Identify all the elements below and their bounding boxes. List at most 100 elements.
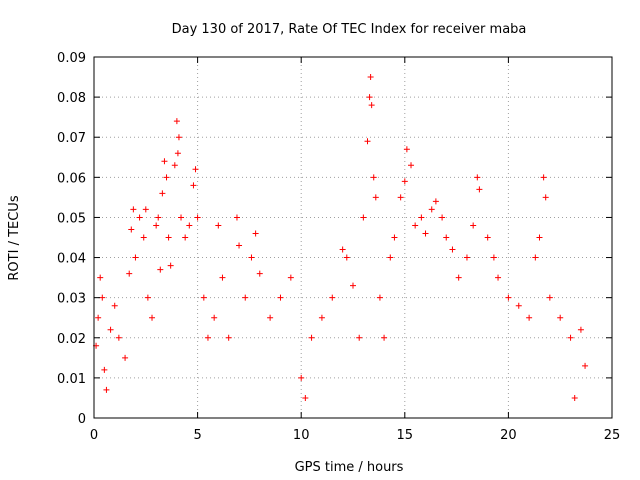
data-point (200, 294, 207, 301)
data-point (449, 246, 456, 253)
data-point (182, 234, 189, 241)
grid-layer (94, 57, 612, 418)
y-tick-label: 0.02 (57, 332, 86, 347)
data-point (215, 222, 222, 229)
data-point (490, 254, 497, 261)
x-tick-label: 20 (500, 428, 517, 443)
data-point (128, 226, 135, 233)
data-point (368, 102, 375, 109)
data-point (367, 74, 374, 81)
data-point (408, 162, 415, 169)
data-point (443, 234, 450, 241)
y-tick-label: 0.05 (57, 211, 86, 226)
data-point (194, 214, 201, 221)
data-point (192, 166, 199, 173)
data-point (515, 302, 522, 309)
data-point (163, 174, 170, 181)
plot-border (93, 56, 613, 419)
data-point (115, 334, 122, 341)
data-point (476, 186, 483, 193)
data-point (376, 294, 383, 301)
data-point (372, 194, 379, 201)
data-point (567, 334, 574, 341)
data-point (153, 222, 160, 229)
data-point (103, 386, 110, 393)
data-point (219, 274, 226, 281)
data-point (167, 262, 174, 269)
data-point (248, 254, 255, 261)
data-point (318, 314, 325, 321)
data-point (432, 198, 439, 205)
data-point (256, 270, 263, 277)
data-point (484, 234, 491, 241)
data-point (107, 326, 114, 333)
data-point (439, 214, 446, 221)
data-point (136, 214, 143, 221)
data-point (526, 314, 533, 321)
data-point (403, 146, 410, 153)
data-point (171, 162, 178, 169)
data-point (536, 234, 543, 241)
y-tick-label: 0.04 (57, 252, 86, 267)
data-point (97, 274, 104, 281)
data-point (149, 314, 156, 321)
data-point (178, 214, 185, 221)
data-point (204, 334, 211, 341)
data-point (159, 190, 166, 197)
data-point (540, 174, 547, 181)
x-tick-label: 5 (193, 428, 201, 443)
y-tick-label: 0.06 (57, 171, 86, 186)
data-point (370, 174, 377, 181)
y-tick-label: 0 (78, 412, 86, 427)
data-point (495, 274, 502, 281)
data-point (391, 234, 398, 241)
data-point (161, 158, 168, 165)
data-point (364, 138, 371, 145)
data-point (350, 282, 356, 289)
y-tick-label: 0.09 (57, 51, 86, 66)
data-point (474, 174, 481, 181)
data-point (412, 222, 419, 229)
data-point (308, 334, 315, 341)
x-tick-label: 15 (397, 428, 414, 443)
data-point (428, 206, 435, 213)
data-point (557, 314, 564, 321)
data-point (422, 230, 429, 237)
data-point (455, 274, 462, 281)
data-point (546, 294, 553, 301)
data-point (287, 274, 294, 281)
data-point (175, 134, 182, 141)
y-tick-label: 0.08 (57, 91, 86, 106)
ticks-layer: 0 5 10 15 20 25 0 0.01 0.02 0.03 0.04 0.05 0.06 0.07 0… (57, 51, 620, 443)
data-point (142, 206, 149, 213)
points-layer (93, 74, 589, 401)
data-point (505, 294, 512, 301)
data-point (277, 294, 284, 301)
data-point (360, 214, 367, 221)
data-point (532, 254, 539, 261)
data-point (542, 194, 549, 201)
x-tick-label: 25 (604, 428, 621, 443)
x-tick-label: 0 (90, 428, 98, 443)
y-tick-label: 0.07 (57, 131, 86, 146)
data-point (329, 294, 336, 301)
data-point (173, 118, 180, 125)
data-point (155, 214, 162, 221)
data-point (130, 206, 137, 213)
data-point (174, 150, 181, 157)
data-point (99, 294, 106, 301)
data-point (343, 254, 350, 261)
data-point (356, 334, 363, 341)
data-point (190, 182, 197, 189)
data-point (339, 246, 346, 253)
data-point (387, 254, 394, 261)
data-point (101, 366, 108, 373)
data-point (401, 178, 408, 185)
data-point (252, 230, 259, 237)
data-point (144, 294, 151, 301)
data-point (122, 354, 129, 361)
data-point (242, 294, 249, 301)
data-point (236, 242, 243, 249)
